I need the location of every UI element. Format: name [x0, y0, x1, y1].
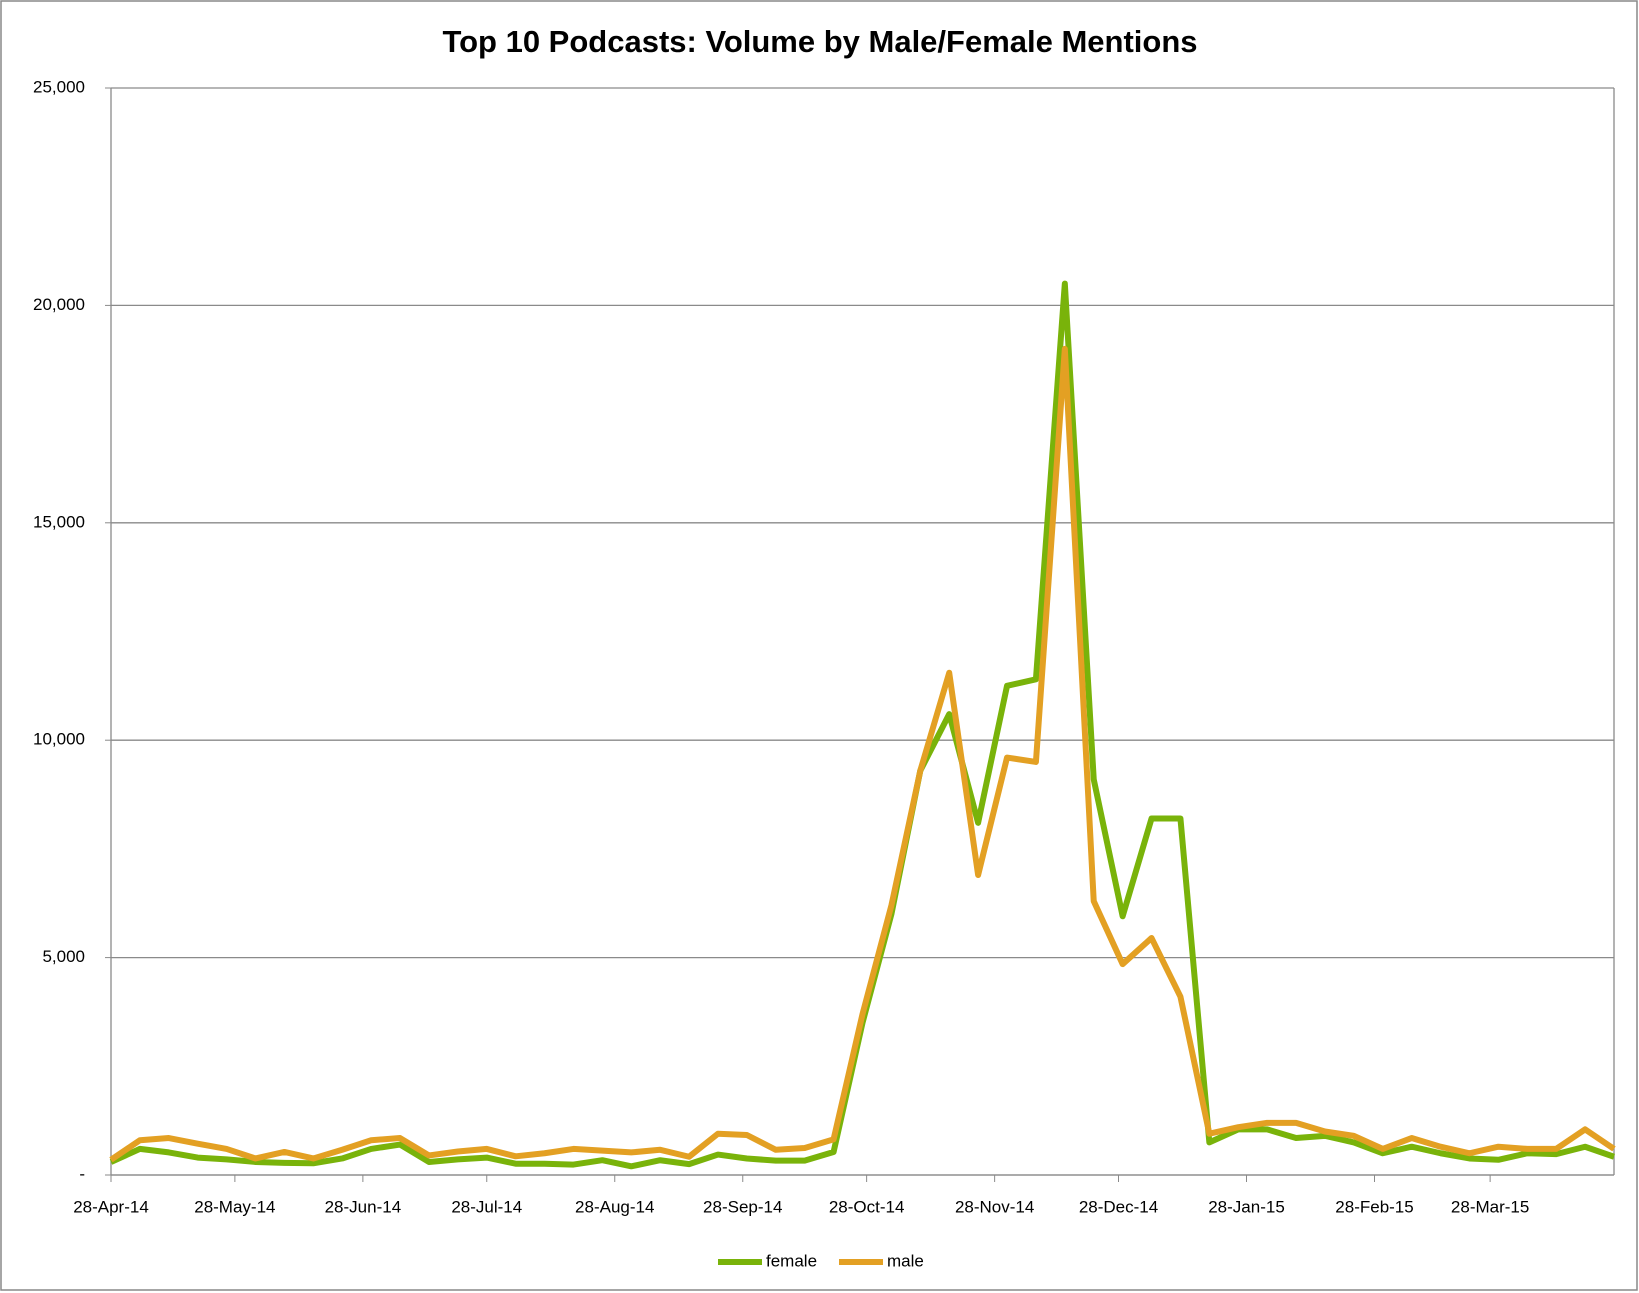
x-tick-label: 28-May-14	[194, 1197, 275, 1216]
y-tick-label: 15,000	[33, 512, 85, 531]
legend-label: male	[887, 1251, 924, 1270]
chart-title: Top 10 Podcasts: Volume by Male/Female M…	[442, 24, 1197, 59]
y-tick-label: 25,000	[33, 77, 85, 96]
x-tick-label: 28-Jul-14	[451, 1197, 522, 1216]
y-tick-label: 20,000	[33, 295, 85, 314]
x-tick-label: 28-Jan-15	[1208, 1197, 1285, 1216]
x-tick-label: 28-Nov-14	[955, 1197, 1034, 1216]
x-tick-label: 28-Sep-14	[703, 1197, 782, 1216]
y-tick-label: 5,000	[42, 947, 85, 966]
legend-label: female	[766, 1251, 817, 1270]
x-tick-label: 28-Dec-14	[1079, 1197, 1158, 1216]
x-tick-label: 28-Aug-14	[575, 1197, 654, 1216]
series-line	[109, 345, 1616, 1163]
x-tick-label: 28-Oct-14	[829, 1197, 905, 1216]
x-tick-label: 28-Apr-14	[73, 1197, 149, 1216]
x-tick-label: 28-Feb-15	[1335, 1197, 1413, 1216]
y-tick-label: 10,000	[33, 730, 85, 749]
x-tick-label: 28-Jun-14	[325, 1197, 402, 1216]
x-tick-label: 28-Mar-15	[1451, 1197, 1529, 1216]
y-tick-label: -	[79, 1164, 85, 1183]
